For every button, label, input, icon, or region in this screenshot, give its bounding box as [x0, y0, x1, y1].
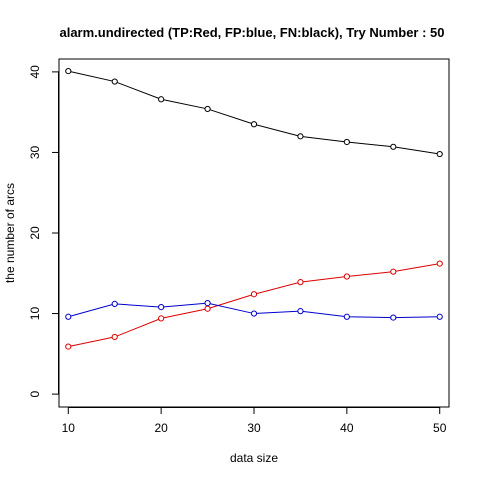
data-point	[204, 105, 211, 113]
data-point	[343, 138, 350, 146]
data-point	[343, 313, 350, 320]
x-tick-label: 50	[433, 421, 447, 435]
data-point	[436, 313, 443, 320]
y-tick-label: 10	[28, 307, 42, 321]
y-tick-label: 40	[28, 65, 42, 79]
data-point	[158, 304, 165, 311]
data-point	[390, 143, 397, 150]
data-point	[204, 305, 211, 312]
y-axis-label: the number of arcs	[3, 183, 17, 283]
data-point	[436, 260, 443, 267]
data-point	[297, 133, 304, 140]
data-point	[250, 310, 258, 317]
data-point	[204, 299, 211, 307]
x-axis-label: data size	[230, 451, 278, 465]
data-point	[111, 333, 118, 341]
series-line	[68, 70, 440, 155]
data-point	[65, 67, 72, 75]
x-tick-label: 40	[340, 421, 354, 435]
data-point	[65, 313, 72, 320]
data-point	[250, 121, 258, 128]
x-tick-label: 10	[62, 421, 76, 435]
y-axis: 0 10 20 30 40	[28, 65, 59, 397]
plot-frame	[58, 58, 450, 408]
x-axis: 10 20 30 40 50	[62, 407, 447, 435]
chart-title: alarm.undirected (TP:Red, FP:blue, FN:bl…	[59, 25, 444, 40]
data-point	[65, 343, 72, 350]
data-point	[297, 279, 304, 286]
y-tick-label: 20	[28, 226, 42, 240]
data-point	[343, 273, 350, 280]
data-point	[390, 268, 397, 275]
data-point	[436, 150, 443, 158]
data-point	[390, 314, 397, 321]
data-point	[158, 96, 165, 103]
data-point	[111, 300, 118, 307]
series-layer	[65, 67, 443, 350]
y-tick-label: 0	[28, 390, 42, 397]
data-point	[111, 78, 118, 85]
x-tick-label: 30	[247, 421, 261, 435]
data-point	[158, 315, 165, 322]
y-tick-label: 30	[28, 145, 42, 159]
x-tick-label: 20	[154, 421, 168, 435]
data-point	[250, 291, 258, 298]
data-point	[297, 308, 304, 315]
series-line	[68, 263, 440, 348]
